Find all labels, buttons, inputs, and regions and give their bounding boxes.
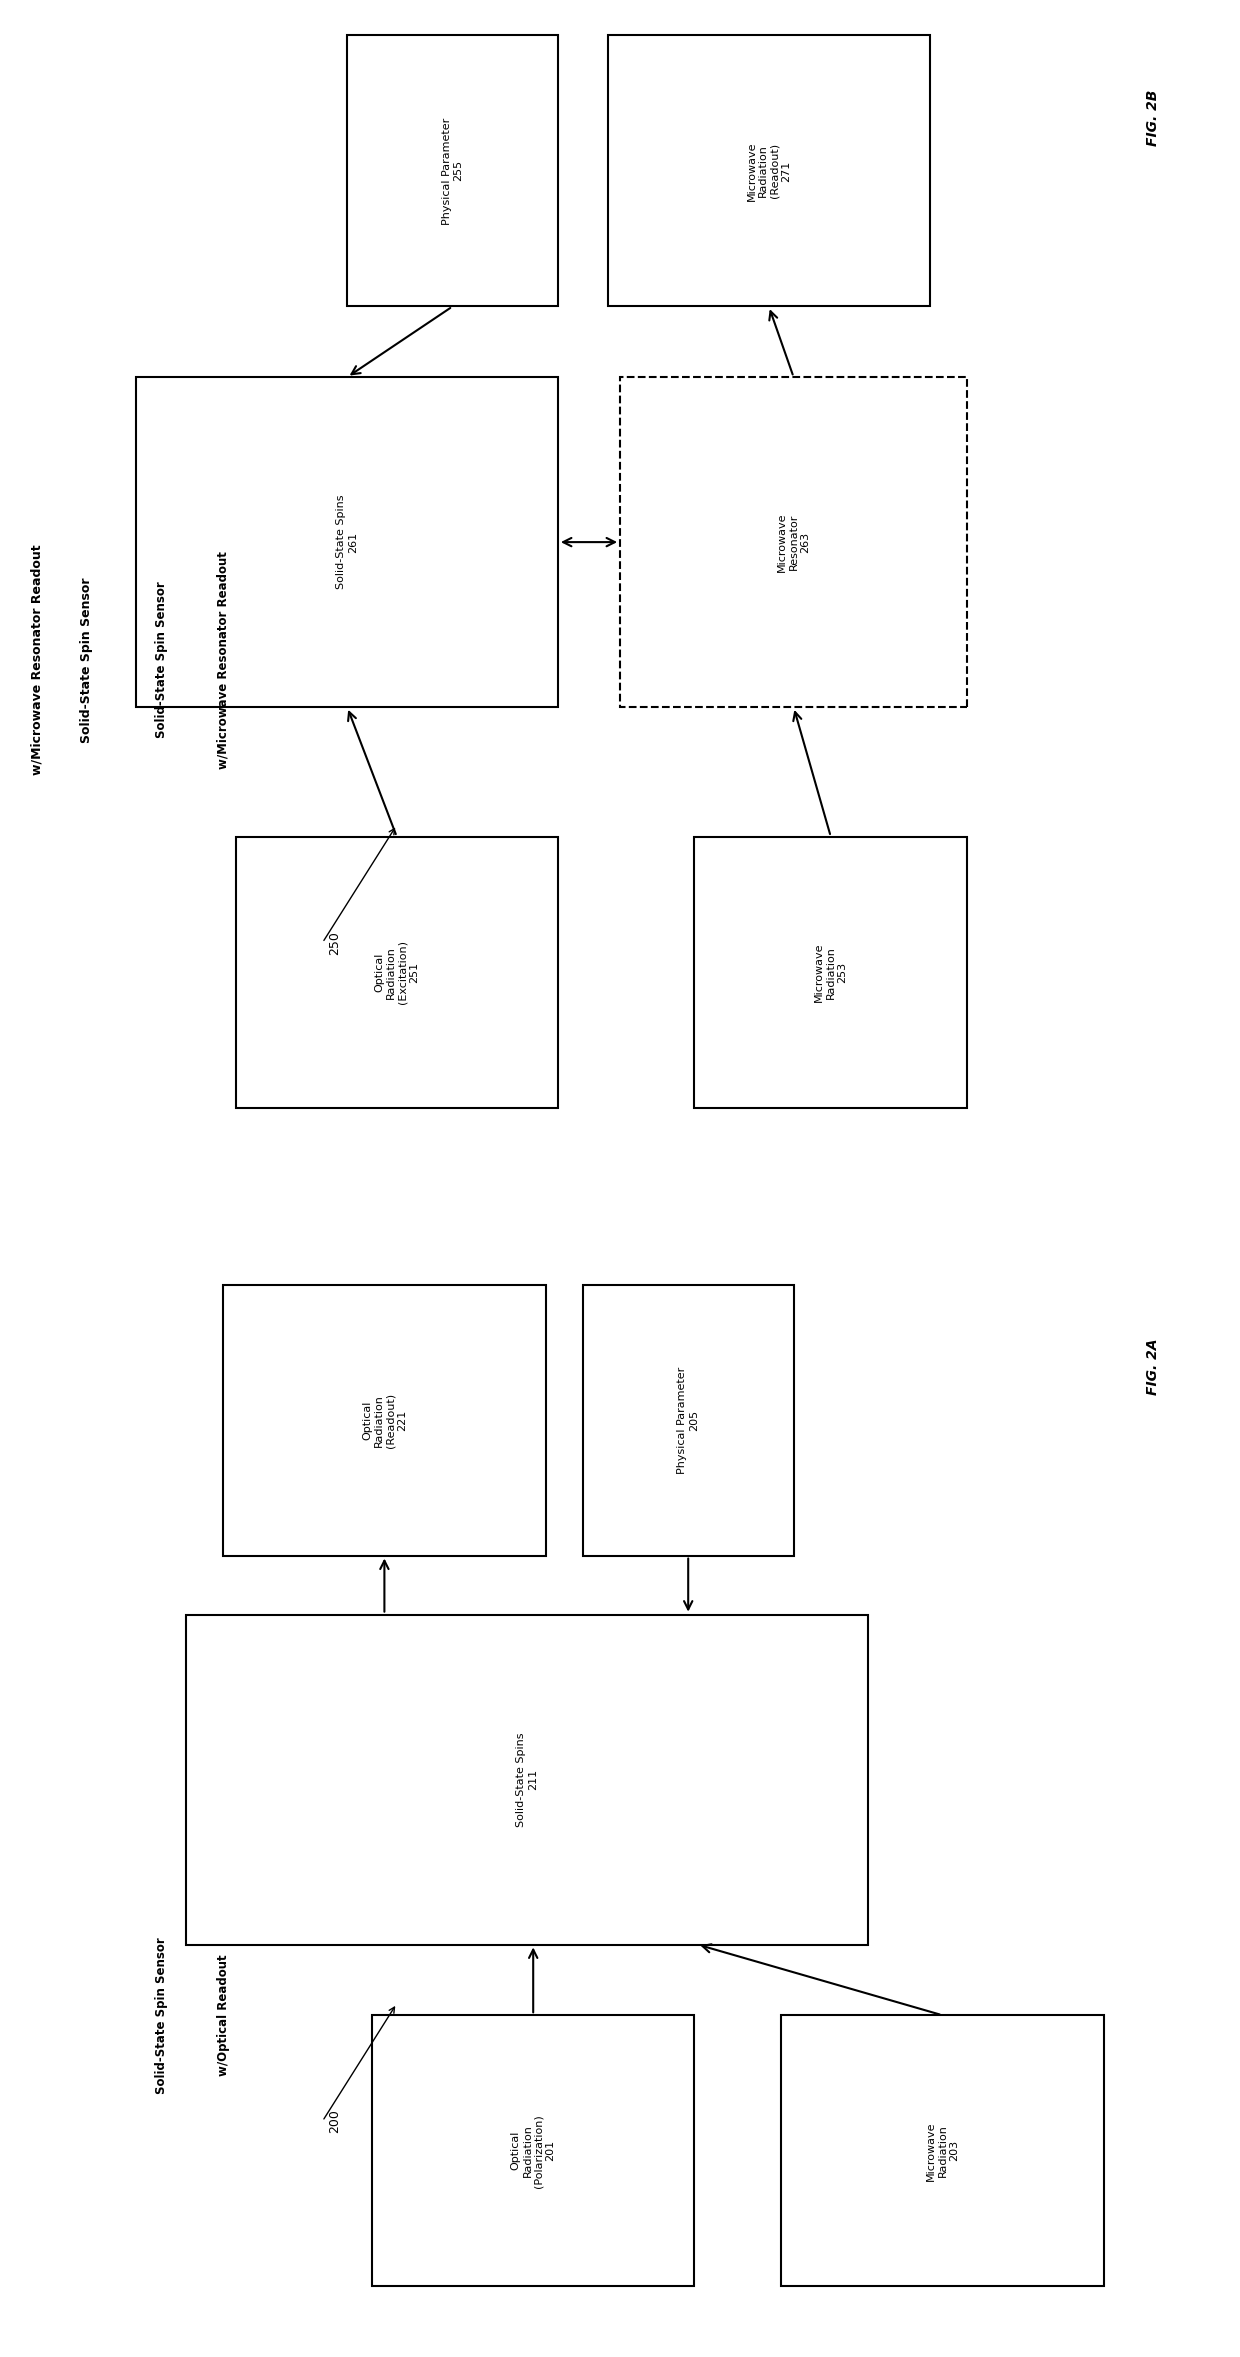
Text: Microwave
Radiation
203: Microwave Radiation 203: [926, 2121, 959, 2180]
Text: FIG. 2A: FIG. 2A: [1146, 1339, 1161, 1395]
Text: 200: 200: [329, 2110, 341, 2133]
Polygon shape: [781, 2015, 1104, 2286]
Text: Optical
Radiation
(Readout)
221: Optical Radiation (Readout) 221: [362, 1393, 407, 1447]
Text: Solid-State Spin Sensor: Solid-State Spin Sensor: [155, 1937, 167, 2093]
Polygon shape: [620, 377, 967, 707]
Text: Solid-State Spins
211: Solid-State Spins 211: [516, 1732, 538, 1827]
Text: 250: 250: [329, 931, 341, 955]
Text: w/Optical Readout: w/Optical Readout: [217, 1954, 229, 2077]
Polygon shape: [694, 837, 967, 1108]
Text: w/Microwave Resonator Readout: w/Microwave Resonator Readout: [217, 552, 229, 768]
Polygon shape: [583, 1285, 794, 1556]
Text: w/Microwave Resonator Readout: w/Microwave Resonator Readout: [31, 544, 43, 775]
Text: Microwave
Radiation
253: Microwave Radiation 253: [815, 943, 847, 1002]
Polygon shape: [236, 837, 558, 1108]
Text: Microwave
Radiation
(Readout)
271: Microwave Radiation (Readout) 271: [746, 141, 791, 200]
Text: Physical Parameter
205: Physical Parameter 205: [677, 1367, 699, 1473]
Text: FIG. 2B: FIG. 2B: [1146, 90, 1161, 146]
Text: Solid-State Spins
261: Solid-State Spins 261: [336, 495, 358, 589]
Polygon shape: [372, 2015, 694, 2286]
Polygon shape: [136, 377, 558, 707]
Text: Optical
Radiation
(Excitation)
251: Optical Radiation (Excitation) 251: [374, 940, 419, 1004]
Polygon shape: [347, 35, 558, 306]
Polygon shape: [608, 35, 930, 306]
Text: Microwave
Resonator
263: Microwave Resonator 263: [777, 511, 810, 573]
Text: Physical Parameter
255: Physical Parameter 255: [441, 118, 464, 224]
Polygon shape: [186, 1615, 868, 1945]
Text: Solid-State Spin Sensor: Solid-State Spin Sensor: [155, 582, 167, 738]
Polygon shape: [223, 1285, 546, 1556]
Text: Optical
Radiation
(Polarization)
201: Optical Radiation (Polarization) 201: [511, 2114, 556, 2187]
Text: Solid-State Spin Sensor: Solid-State Spin Sensor: [81, 577, 93, 742]
